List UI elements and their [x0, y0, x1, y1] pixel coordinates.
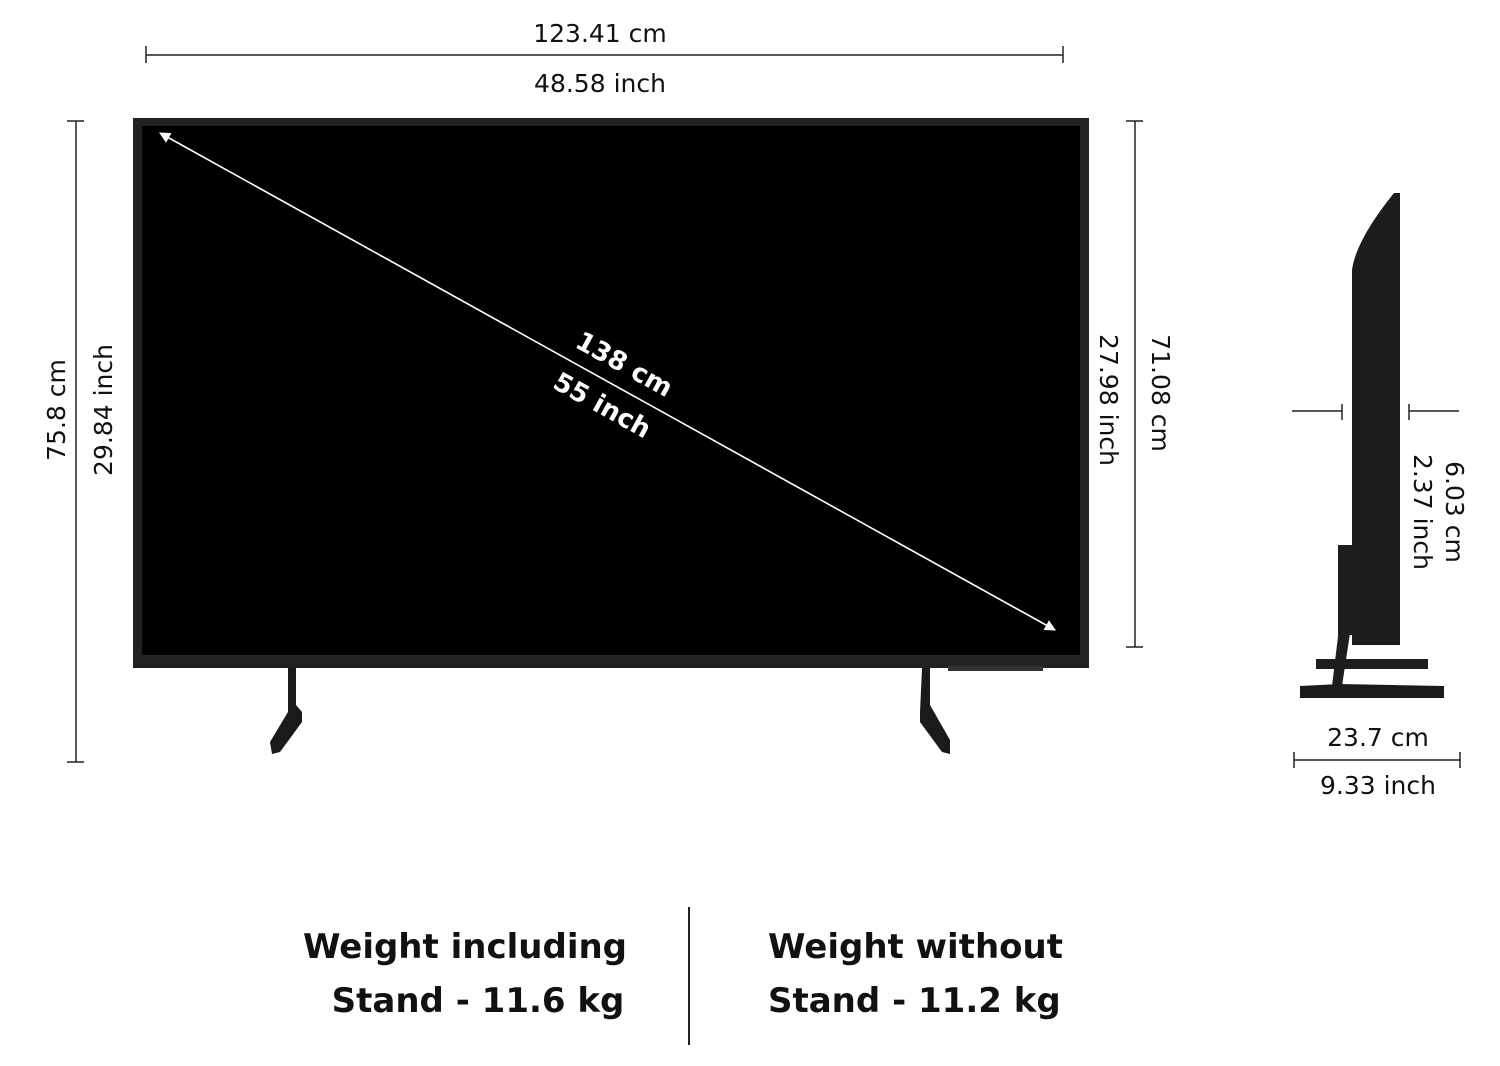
tv-front-view	[133, 118, 1089, 754]
right-stand-foot	[920, 668, 950, 754]
stand-depth-dimension-line	[1293, 752, 1461, 768]
diagonal-arrow	[159, 132, 1056, 631]
depth-dimension-marks	[1292, 404, 1459, 420]
weight-without-stand-line2: Stand - 11.2 kg	[768, 981, 1061, 1021]
left-stand-foot	[270, 668, 302, 754]
tv-side-view	[1300, 193, 1444, 698]
width-inch-label: 48.58 inch	[534, 69, 666, 98]
width-dimension-line	[145, 46, 1064, 63]
weight-without-stand-line1: Weight without	[768, 927, 1063, 967]
overall-height-inch-label: 29.84 inch	[89, 344, 118, 476]
width-cm-label: 123.41 cm	[533, 19, 667, 48]
overall-height-cm-label: 75.8 cm	[42, 359, 71, 461]
depth-inch-label: 2.37 inch	[1408, 454, 1437, 570]
overall-height-dimension-line	[67, 120, 84, 763]
stand-depth-inch-label: 9.33 inch	[1320, 771, 1436, 800]
depth-cm-label: 6.03 cm	[1440, 461, 1469, 563]
screen-height-inch-label: 27.98 inch	[1094, 334, 1123, 466]
screen-height-dimension-line	[1126, 120, 1143, 648]
stand-depth-cm-label: 23.7 cm	[1327, 723, 1429, 752]
weight-with-stand-line2: Stand - 11.6 kg	[332, 981, 625, 1021]
weight-with-stand-line1: Weight including	[303, 927, 627, 967]
screen-height-cm-label: 71.08 cm	[1146, 334, 1175, 452]
